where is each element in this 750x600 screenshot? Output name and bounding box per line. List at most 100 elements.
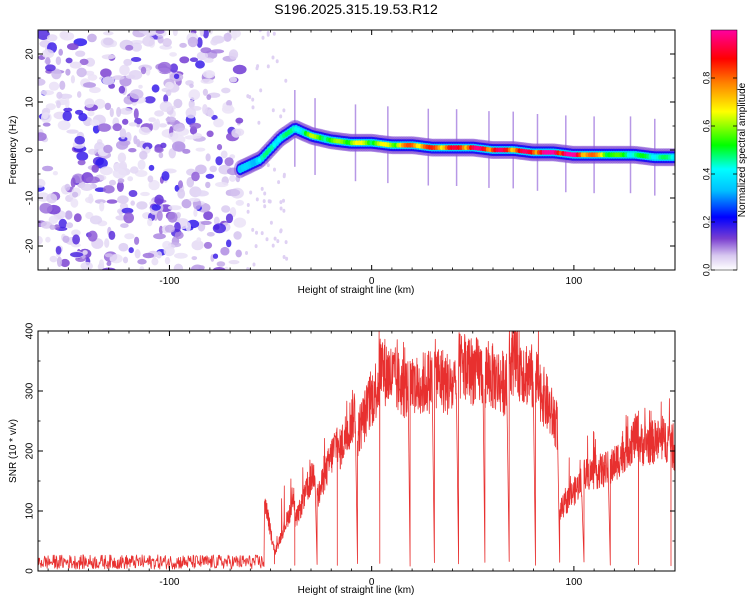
noise-blob (95, 157, 108, 169)
noise-blob (122, 118, 129, 125)
ridge-cell (658, 154, 662, 160)
noise-blob (57, 120, 71, 131)
noise-speckle (271, 243, 275, 248)
noise-speckle (284, 240, 288, 245)
noise-blob (77, 159, 86, 166)
noise-blob (65, 57, 73, 64)
noise-speckle (255, 197, 259, 202)
noise-blob (109, 179, 116, 186)
noise-blob (138, 84, 143, 89)
colorbar-label: Normalized spectral amplitude (737, 82, 748, 217)
noise-blob (187, 36, 199, 48)
noise-blob (125, 44, 134, 51)
noise-blob (128, 148, 137, 153)
noise-blob (206, 130, 214, 138)
noise-blob (196, 51, 208, 61)
noise-blob (64, 97, 70, 109)
noise-blob (103, 144, 113, 154)
noise-blob (59, 31, 69, 39)
noise-blob (38, 78, 46, 86)
noise-speckle (275, 59, 279, 64)
noise-blob (99, 166, 113, 176)
ridge-cell (502, 147, 507, 153)
noise-speckle (266, 32, 270, 37)
noise-blob (232, 30, 237, 41)
noise-blob (232, 64, 247, 75)
noise-blob (216, 261, 226, 267)
noise-blob (202, 104, 208, 115)
snr-ytick-label: 200 (25, 442, 36, 459)
noise-blob (200, 47, 212, 54)
noise-blob (228, 49, 239, 60)
noise-blob (98, 259, 105, 269)
noise-blob (185, 222, 191, 232)
noise-blob (53, 224, 60, 230)
noise-blob (40, 90, 55, 96)
noise-blob (121, 207, 134, 214)
noise-blob (142, 35, 155, 47)
noise-blob (167, 211, 178, 223)
noise-blob (177, 188, 186, 199)
noise-blob (51, 68, 62, 80)
noise-speckle (266, 163, 270, 168)
noise-blob (235, 117, 244, 124)
noise-blob (60, 258, 70, 268)
noise-blob (213, 118, 224, 128)
colorbar-tick-label: 0.4 (701, 168, 711, 181)
ridge-cell (466, 145, 471, 151)
noise-speckle (258, 30, 262, 33)
ridge-cell (585, 152, 589, 158)
noise-blob (108, 230, 116, 240)
noise-blob (77, 91, 82, 98)
noise-blob (83, 82, 96, 88)
noise-blob (209, 165, 217, 173)
noise-blob (165, 116, 177, 123)
colorbar-tick-label: 0.8 (701, 72, 711, 85)
noise-blob (172, 30, 178, 36)
noise-blob (87, 110, 95, 117)
noise-blob (198, 265, 205, 270)
noise-blob (142, 252, 155, 259)
noise-blob (188, 89, 201, 101)
noise-blob (119, 107, 133, 115)
noise-blob (42, 165, 54, 172)
noise-blob (76, 67, 87, 78)
noise-blob (210, 49, 225, 54)
noise-blob (165, 89, 172, 97)
noise-blob (62, 235, 70, 243)
noise-speckle (263, 191, 267, 196)
noise-blob (221, 105, 235, 114)
noise-blob (142, 30, 157, 37)
noise-blob (106, 199, 118, 204)
noise-speckle (279, 114, 283, 119)
noise-blob (191, 240, 204, 251)
noise-blob (130, 57, 142, 62)
ridge-cell (459, 145, 463, 151)
noise-speckle (261, 35, 265, 40)
noise-blob (223, 32, 232, 42)
noise-blob (147, 218, 153, 227)
noise-blob (174, 184, 180, 192)
noise-blob (173, 263, 184, 270)
noise-blob (179, 42, 187, 48)
noise-blob (220, 150, 228, 159)
ridge-cell (403, 142, 408, 148)
noise-blob (75, 50, 86, 57)
noise-blob (103, 37, 114, 46)
noise-speckle (277, 180, 281, 185)
noise-speckle (279, 228, 283, 233)
noise-blob (206, 94, 212, 100)
colorbar-tick-label: 0.6 (701, 120, 711, 133)
noise-blob (133, 108, 139, 120)
noise-blob (102, 185, 115, 194)
noise-blob (59, 80, 66, 91)
noise-speckle (276, 239, 280, 244)
noise-blob (213, 216, 220, 225)
noise-speckle (279, 206, 283, 211)
noise-blob (91, 164, 99, 173)
noise-blob (69, 61, 82, 69)
noise-blob (145, 67, 151, 76)
